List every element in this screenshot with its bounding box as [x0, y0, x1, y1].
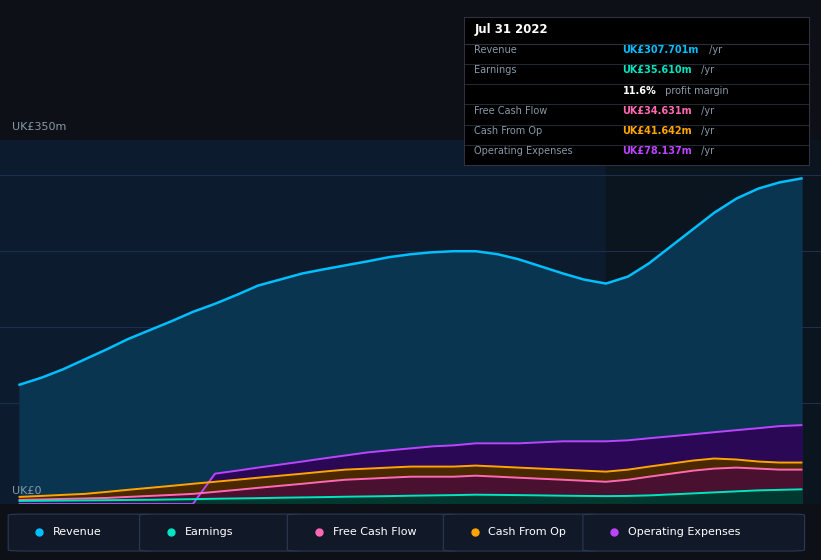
Text: Revenue: Revenue	[475, 45, 517, 55]
FancyBboxPatch shape	[8, 514, 156, 551]
Text: Cash From Op: Cash From Op	[488, 527, 566, 537]
FancyBboxPatch shape	[443, 514, 599, 551]
Text: profit margin: profit margin	[662, 86, 729, 96]
Text: UK£34.631m: UK£34.631m	[622, 106, 692, 116]
FancyBboxPatch shape	[140, 514, 304, 551]
Text: /yr: /yr	[699, 126, 714, 136]
Text: UK£78.137m: UK£78.137m	[622, 146, 692, 156]
Text: Jul 31 2022: Jul 31 2022	[475, 23, 548, 36]
Text: Cash From Op: Cash From Op	[475, 126, 543, 136]
Text: UK£35.610m: UK£35.610m	[622, 66, 692, 75]
FancyBboxPatch shape	[583, 514, 805, 551]
Text: /yr: /yr	[706, 45, 722, 55]
Text: UK£0: UK£0	[12, 486, 42, 496]
Text: Earnings: Earnings	[475, 66, 516, 75]
Text: Operating Expenses: Operating Expenses	[628, 527, 741, 537]
Text: UK£41.642m: UK£41.642m	[622, 126, 692, 136]
Text: UK£307.701m: UK£307.701m	[622, 45, 699, 55]
Text: Free Cash Flow: Free Cash Flow	[333, 527, 416, 537]
Text: /yr: /yr	[699, 66, 714, 75]
Text: Operating Expenses: Operating Expenses	[475, 146, 573, 156]
Text: 11.6%: 11.6%	[622, 86, 656, 96]
Text: /yr: /yr	[699, 146, 714, 156]
Text: UK£350m: UK£350m	[12, 122, 67, 132]
Text: Free Cash Flow: Free Cash Flow	[475, 106, 548, 116]
FancyBboxPatch shape	[287, 514, 460, 551]
Bar	[606, 140, 821, 504]
Text: Revenue: Revenue	[53, 527, 102, 537]
Text: /yr: /yr	[699, 106, 714, 116]
Text: Earnings: Earnings	[185, 527, 233, 537]
